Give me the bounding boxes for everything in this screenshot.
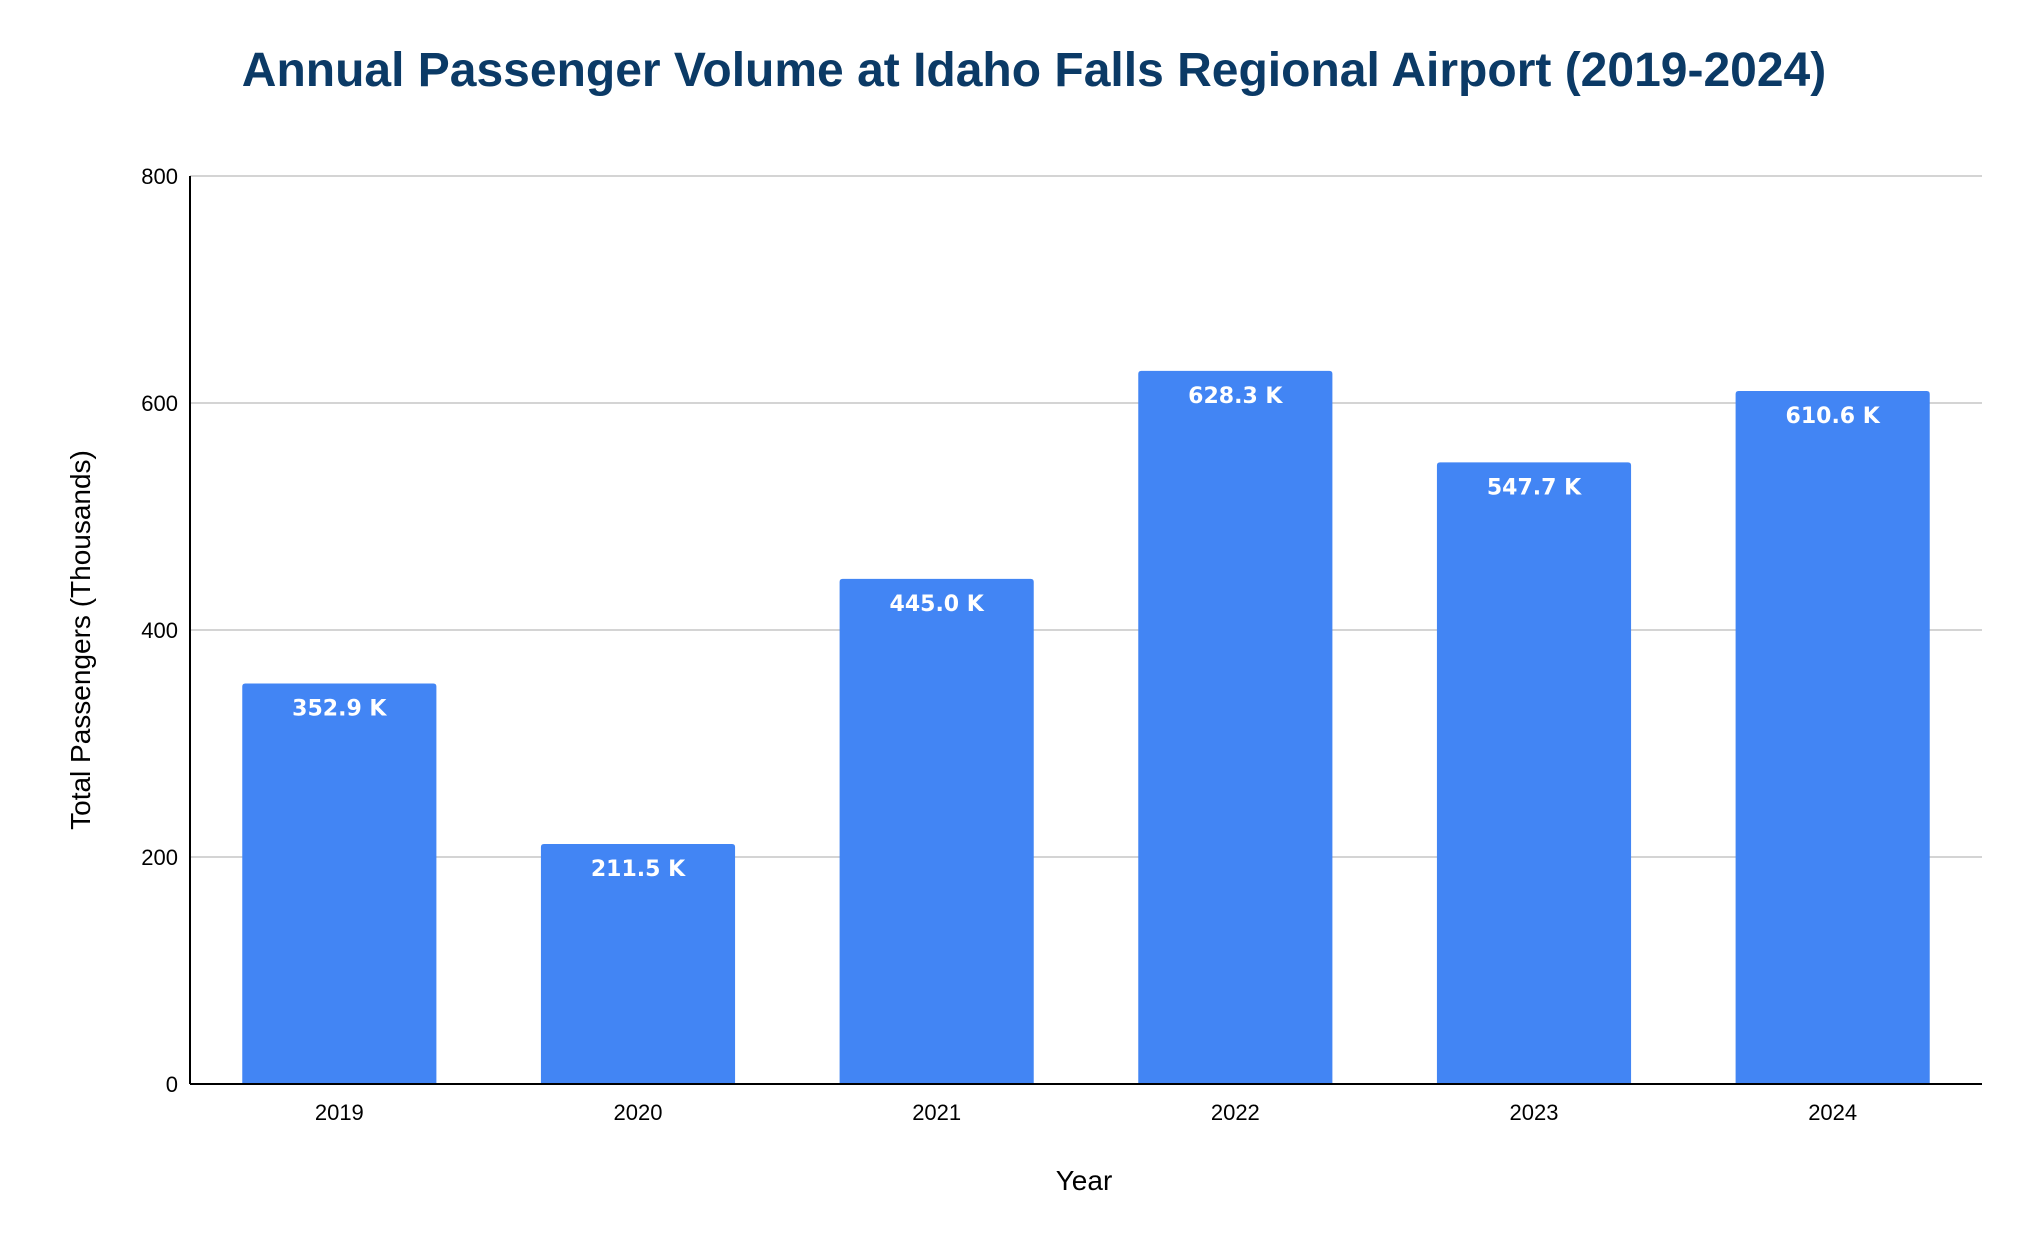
x-tick-label: 2022 xyxy=(1211,1100,1260,1125)
bar-2022 xyxy=(1138,370,1333,1084)
data-label-2023: 547.7 K xyxy=(1487,475,1582,500)
y-tick-label: 800 xyxy=(141,164,178,189)
bars xyxy=(242,370,1930,1085)
y-tick-label: 400 xyxy=(141,618,178,643)
gridlines xyxy=(190,175,1982,858)
data-label-2021: 445.0 K xyxy=(890,592,985,617)
y-tick-label: 200 xyxy=(141,845,178,870)
y-tick-label: 0 xyxy=(166,1072,178,1097)
y-axis-ticks: 0 200 400 600 800 xyxy=(141,164,178,1097)
x-axis-title: Year xyxy=(1056,1165,1113,1196)
y-axis-title: Total Passengers (Thousands) xyxy=(65,450,96,830)
data-label-2019: 352.9 K xyxy=(292,696,387,721)
data-label-2022: 628.3 K xyxy=(1188,384,1283,409)
data-label-2020: 211.5 K xyxy=(591,857,686,882)
x-tick-label: 2020 xyxy=(614,1100,663,1125)
x-tick-label: 2019 xyxy=(315,1100,364,1125)
x-tick-label: 2023 xyxy=(1510,1100,1559,1125)
x-tick-label: 2021 xyxy=(912,1100,961,1125)
chart-title: Annual Passenger Volume at Idaho Falls R… xyxy=(242,44,1826,97)
bar-2024 xyxy=(1735,390,1930,1084)
bar-2020 xyxy=(540,843,736,1084)
bar-2023 xyxy=(1436,462,1632,1085)
x-axis-ticks: 2019 2020 2021 2022 2023 2024 xyxy=(315,1100,1857,1125)
y-tick-label: 600 xyxy=(141,391,178,416)
bar-2021 xyxy=(839,578,1034,1084)
data-labels: 352.9 K 211.5 K 445.0 K 628.3 K 547.7 K 610.6… xyxy=(292,384,1881,882)
x-tick-label: 2024 xyxy=(1808,1100,1857,1125)
bar-2019 xyxy=(242,683,437,1084)
data-label-2024: 610.6 K xyxy=(1786,404,1881,429)
